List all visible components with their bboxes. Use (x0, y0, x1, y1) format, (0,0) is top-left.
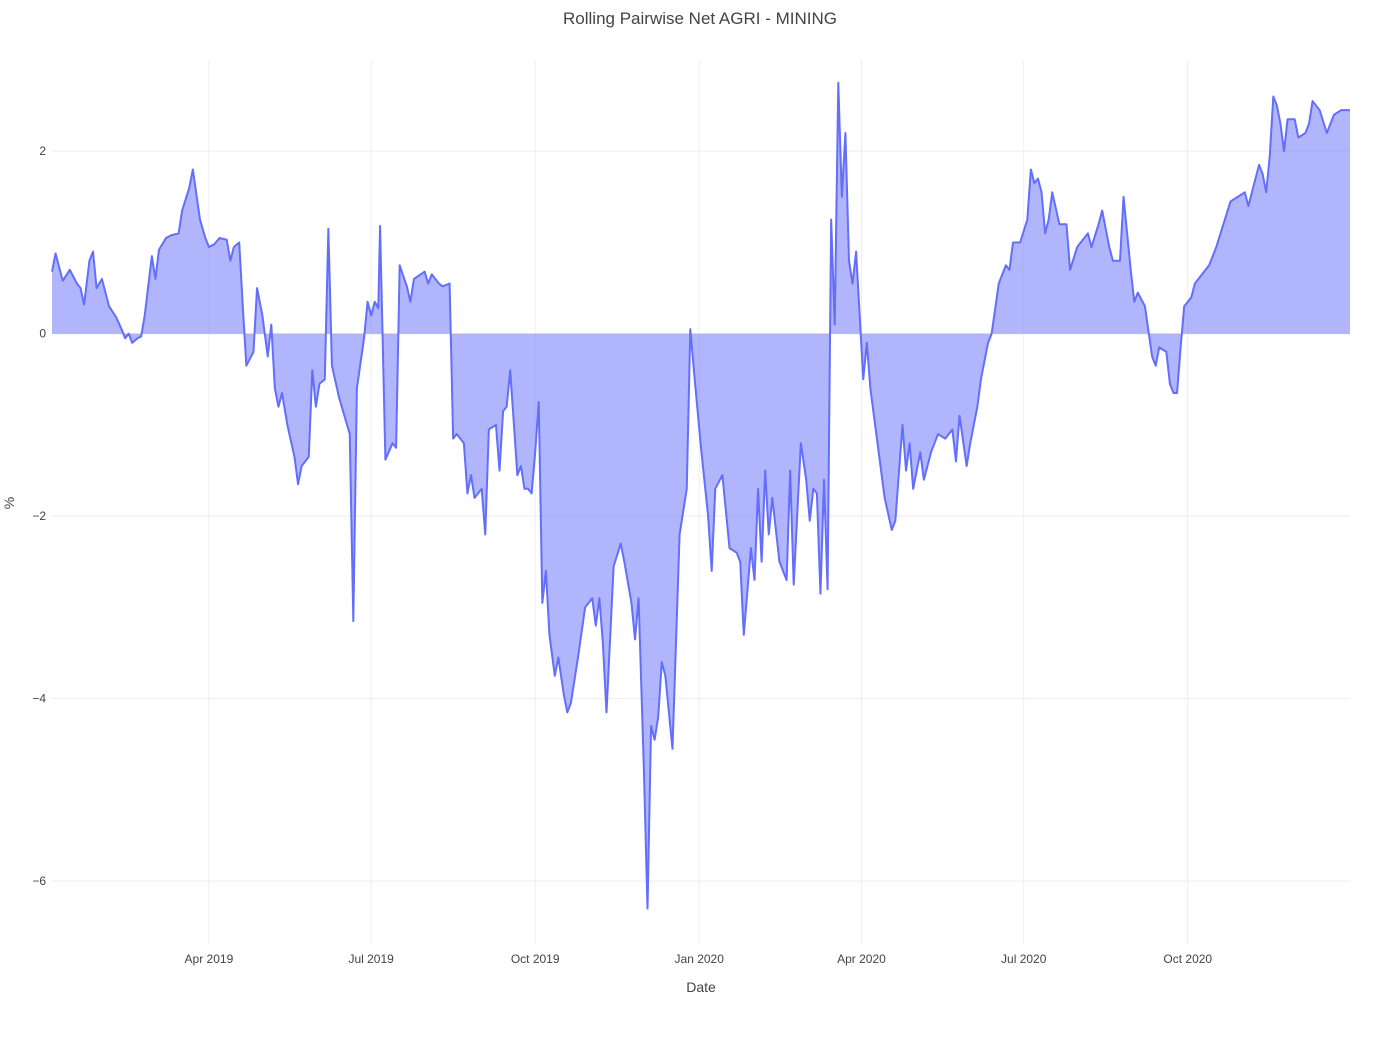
x-tick-label: Jan 2020 (675, 952, 725, 966)
y-tick-label: −6 (32, 874, 46, 888)
x-tick-label: Jul 2020 (1001, 952, 1047, 966)
x-tick-label: Apr 2019 (185, 952, 234, 966)
y-tick-label: −4 (32, 692, 46, 706)
grid-layer (52, 60, 1350, 945)
y-tick-label: 2 (39, 144, 46, 158)
tick-layer: Apr 2019 Jul 2019 Oct 2019 Jan 2020 Apr 2020… (32, 144, 1212, 966)
y-axis-label: % (1, 497, 17, 509)
y-tick-label: −2 (32, 509, 46, 523)
series-line (51, 81, 1350, 910)
series-area (52, 82, 1350, 909)
x-axis-label: Date (686, 979, 716, 995)
y-tick-label: 0 (39, 327, 46, 341)
x-tick-label: Apr 2020 (837, 952, 886, 966)
x-tick-label: Oct 2019 (511, 952, 560, 966)
plot-layer (51, 81, 1350, 910)
x-tick-label: Oct 2020 (1163, 952, 1212, 966)
chart-title: Rolling Pairwise Net AGRI - MINING (563, 9, 837, 28)
x-tick-label: Jul 2019 (348, 952, 394, 966)
